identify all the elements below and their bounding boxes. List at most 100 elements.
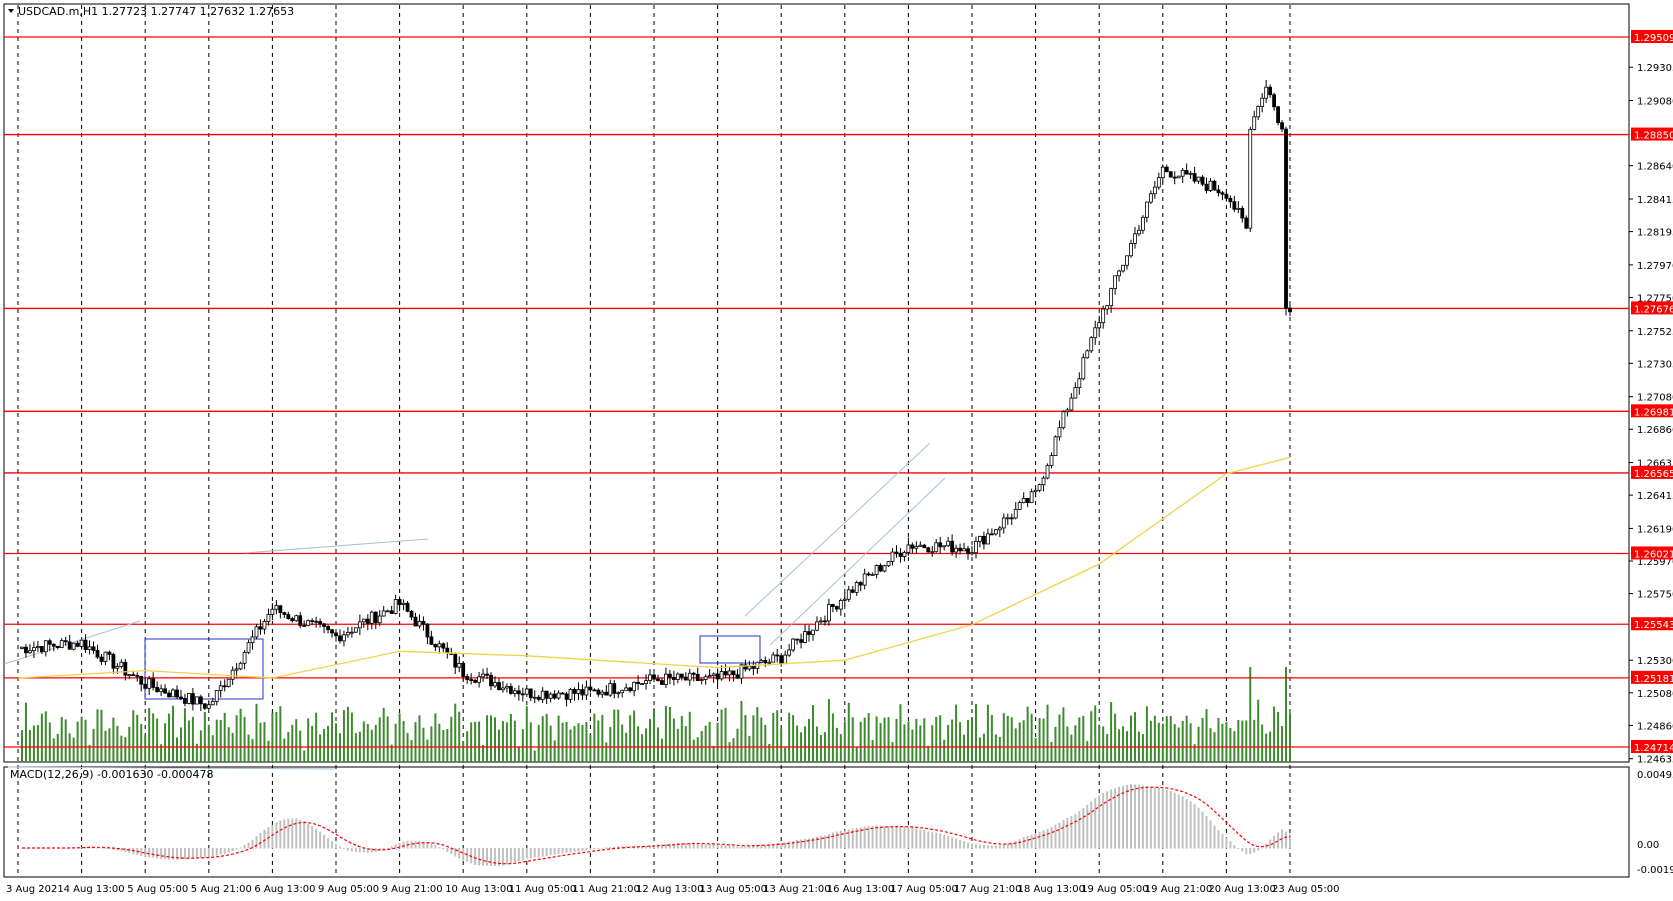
trend-channel-line[interactable] [244,538,429,554]
volume-bar [1018,722,1021,762]
macd-bar [1130,784,1132,849]
volume-bar [994,734,997,762]
macd-bar [569,848,572,853]
macd-bar [843,830,846,849]
volume-bar [1130,715,1132,762]
macd-bar [947,836,950,849]
macd-bar [943,835,946,849]
macd-bar [1010,842,1013,849]
candle-body [922,544,927,549]
macd-bar [525,848,528,859]
volume-bar [482,744,485,762]
candle-body [167,692,171,698]
candle-body [1081,357,1086,380]
candle-body [568,688,573,700]
candle-body [795,638,799,641]
candle-body [648,674,652,682]
time-label: 17 Aug 21:00 [954,884,1021,895]
candle-body [918,544,923,547]
volume-bar [676,728,679,762]
candle-body [930,551,935,554]
candle-body [1113,275,1117,289]
price-tick-label: 1.28415 [1637,195,1673,206]
macd-bar [327,838,330,849]
trend-channel-line[interactable] [3,620,141,665]
macd-pane [3,766,1630,878]
volume-bar [1102,726,1105,762]
level-tag [1631,127,1673,141]
volume-bar [513,720,516,762]
candle-body [886,561,891,567]
volume-bar [517,746,520,762]
candle-body [1172,176,1177,179]
macd-bar [1181,796,1184,849]
volume-bar [394,723,397,762]
volume-bar [251,738,254,762]
macd-bar [1094,798,1097,849]
macd-bar [963,841,966,849]
volume-bar [1173,724,1176,762]
volume-bar [1034,738,1037,762]
macd-bar [764,844,767,849]
trend-channel-line[interactable] [744,442,931,617]
range-box[interactable] [699,635,761,664]
dropdown-triangle-icon[interactable] [8,9,14,13]
macd-bar [541,848,544,857]
candle-body [938,542,943,548]
volume-bar [1273,706,1276,762]
macd-bar [780,843,783,849]
candle-body [866,573,871,576]
volume-bar [362,721,365,762]
candle-body [143,683,148,689]
volume-bar [1257,699,1260,762]
candle-body [373,611,378,624]
time-label: 6 Aug 13:00 [254,884,315,895]
macd-bar [899,826,902,849]
candle-body [731,670,736,676]
candle-body [294,615,299,622]
volume-bar [315,712,318,762]
volume-bar [128,726,131,762]
macd-bar [120,848,123,851]
macd-bar [605,847,608,849]
macd-bar [398,843,401,849]
volume-bar [1090,711,1093,762]
volume-bar [569,729,572,762]
macd-bar [1237,848,1240,849]
macd-bar [1153,787,1156,849]
macd-bar [235,848,238,850]
volume-bar [323,728,326,762]
macd-bar [1106,791,1109,849]
macd-bar [1273,835,1276,849]
candle-body [218,685,223,691]
candle-body [974,540,978,554]
macd-bar [851,828,854,849]
macd-bar [684,843,687,849]
trend-channel-line[interactable] [7,766,336,770]
volume-bar [72,737,75,762]
macd-bar [688,843,691,849]
candle-body [878,565,883,572]
volume-bar [1241,720,1244,762]
macd-bar [978,844,981,849]
candle-body [1105,305,1110,310]
trend-channel-line[interactable] [769,477,946,646]
candle-body [246,642,251,653]
volume-bar [760,717,763,762]
macd-bar [863,826,866,849]
volume-bar [641,734,644,762]
volume-bar [1038,718,1041,762]
macd-bar [1086,804,1089,849]
volume-bar [235,715,238,762]
range-box[interactable] [144,638,264,700]
volume-bar [637,726,640,762]
macd-bar [712,844,715,849]
candle-body [473,679,478,683]
candle-body [1260,97,1265,107]
volume-bar [883,717,886,762]
volume-bar [1122,726,1125,762]
volume-bar [1281,726,1284,762]
candle-body [385,610,390,613]
candle-body [1093,327,1098,339]
candle-body [838,600,843,610]
